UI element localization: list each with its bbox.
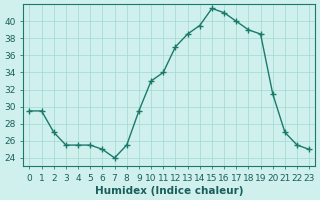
X-axis label: Humidex (Indice chaleur): Humidex (Indice chaleur) — [95, 186, 244, 196]
